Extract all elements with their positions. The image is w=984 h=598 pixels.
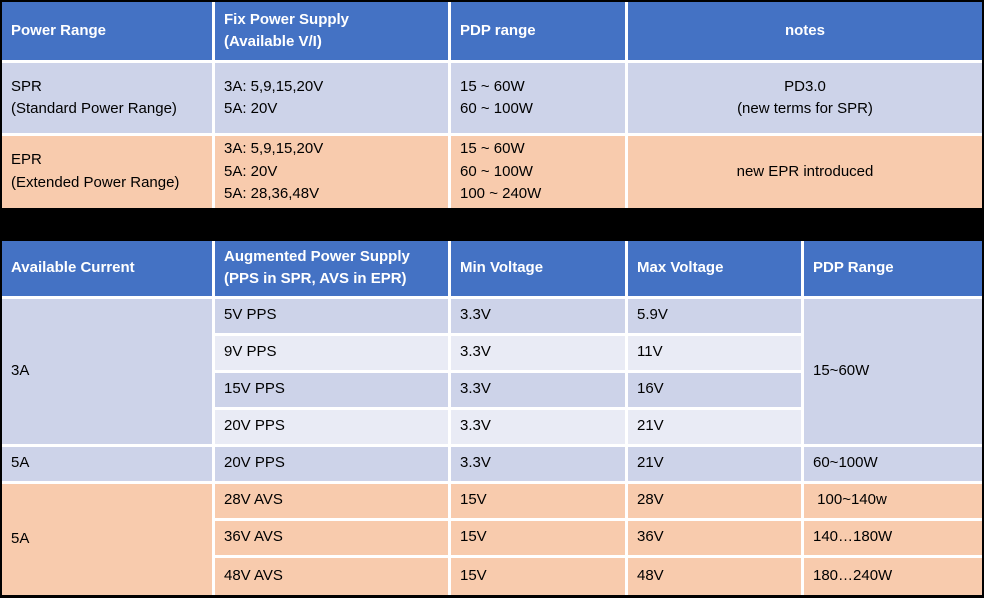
cell-notes: new EPR introduced	[628, 136, 982, 208]
table-row-5v-pps: 3A 5V PPS 3.3V 5.9V 15~60W	[2, 298, 982, 447]
cell-max-voltage: 28V	[628, 483, 804, 521]
table-row-9v-pps: 9V PPS 3.3V 11V	[2, 335, 982, 373]
cell-supply: 9V PPS	[215, 335, 451, 373]
cell-min-voltage: 3.3V	[451, 446, 628, 484]
cell-min-voltage: 3.3V	[451, 409, 628, 447]
table1-header-row: Power Range Fix Power Supply (Available …	[2, 2, 982, 63]
cell-supply: 15V PPS	[215, 372, 451, 410]
cell-fix-power-supply: 3A: 5,9,15,20V 5A: 20V	[215, 63, 451, 136]
table-divider	[2, 207, 982, 241]
cell-supply: 20V PPS	[215, 446, 451, 484]
cell-pdp: 60~100W	[804, 446, 982, 484]
cell-notes: PD3.0 (new terms for SPR)	[628, 63, 982, 136]
cell-pdp: 140…180W	[804, 520, 982, 558]
cell-max-voltage: 21V	[628, 446, 804, 484]
header-max-voltage: Max Voltage	[628, 240, 804, 299]
header-pdp-range-2: PDP Range	[804, 240, 982, 299]
header-min-voltage: Min Voltage	[451, 240, 628, 299]
cell-max-voltage: 5.9V	[628, 298, 804, 336]
pps-avs-table: Available Current Augmented Power Supply…	[2, 240, 982, 595]
cell-min-voltage: 15V	[451, 483, 628, 521]
cell-max-voltage: 48V	[628, 557, 804, 595]
cell-min-voltage: 3.3V	[451, 372, 628, 410]
header-notes: notes	[628, 2, 982, 63]
cell-supply: 48V AVS	[215, 557, 451, 595]
cell-max-voltage: 11V	[628, 335, 804, 373]
cell-power-range: SPR (Standard Power Range)	[2, 63, 215, 136]
cell-pdp: 100~140w	[804, 483, 982, 521]
cell-supply: 20V PPS	[215, 409, 451, 447]
cell-pdp-range: 15 ~ 60W 60 ~ 100W	[451, 63, 628, 136]
cell-max-voltage: 16V	[628, 372, 804, 410]
cell-current-5a: 5A	[2, 446, 215, 484]
cell-max-voltage: 21V	[628, 409, 804, 447]
cell-power-range: EPR (Extended Power Range)	[2, 136, 215, 208]
table-row-15v-pps: 15V PPS 3.3V 16V	[2, 372, 982, 410]
cell-current-5a-avs: 5A	[2, 483, 215, 595]
power-range-table: Power Range Fix Power Supply (Available …	[2, 2, 982, 208]
header-fix-power-supply: Fix Power Supply (Available V/I)	[215, 2, 451, 63]
header-pdp-range: PDP range	[451, 2, 628, 63]
table2-header-row: Available Current Augmented Power Supply…	[2, 240, 982, 299]
table-row-5a-20v-pps: 5A 20V PPS 3.3V 21V 60~100W	[2, 446, 982, 484]
table-row-spr: SPR (Standard Power Range) 3A: 5,9,15,20…	[2, 63, 982, 136]
cell-pdp: 180…240W	[804, 557, 982, 595]
table-row-20v-pps: 20V PPS 3.3V 21V	[2, 409, 982, 447]
table-row-48v-avs: 48V AVS 15V 48V 180…240W	[2, 557, 982, 595]
cell-supply: 36V AVS	[215, 520, 451, 558]
table-row-epr: EPR (Extended Power Range) 3A: 5,9,15,20…	[2, 136, 982, 208]
table-row-28v-avs: 5A 28V AVS 15V 28V 100~140w	[2, 483, 982, 595]
header-available-current: Available Current	[2, 240, 215, 299]
cell-max-voltage: 36V	[628, 520, 804, 558]
cell-pdp-range: 15 ~ 60W 60 ~ 100W 100 ~ 240W	[451, 136, 628, 208]
cell-supply: 28V AVS	[215, 483, 451, 521]
table-row-36v-avs: 36V AVS 15V 36V 140…180W	[2, 520, 982, 558]
cell-pdp-merged: 15~60W	[804, 298, 982, 447]
header-power-range: Power Range	[2, 2, 215, 63]
cell-current-3a: 3A	[2, 298, 215, 447]
cell-min-voltage: 3.3V	[451, 298, 628, 336]
cell-min-voltage: 3.3V	[451, 335, 628, 373]
cell-min-voltage: 15V	[451, 557, 628, 595]
cell-fix-power-supply: 3A: 5,9,15,20V 5A: 20V 5A: 28,36,48V	[215, 136, 451, 208]
header-augmented-power-supply: Augmented Power Supply (PPS in SPR, AVS …	[215, 240, 451, 299]
cell-supply: 5V PPS	[215, 298, 451, 336]
cell-min-voltage: 15V	[451, 520, 628, 558]
